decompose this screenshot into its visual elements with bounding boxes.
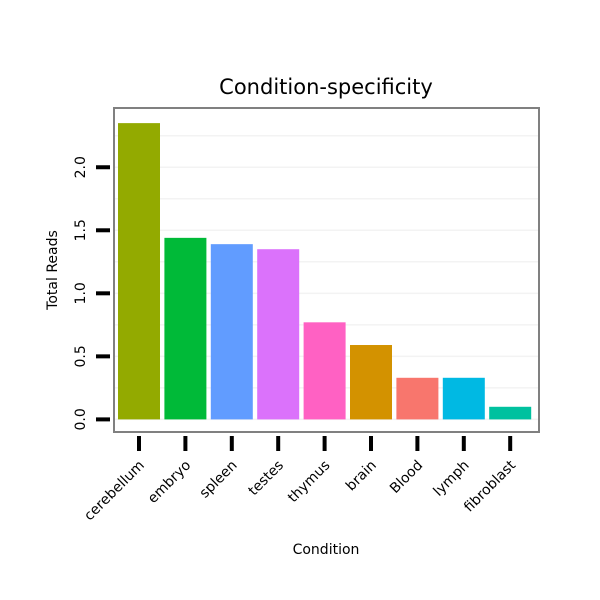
y-tick-label: 1.0 [73,282,89,304]
x-tick-label-embryo: embryo [145,458,194,507]
y-axis-label: Total Reads [45,230,61,311]
y-tick-label: 2.0 [73,156,89,178]
x-tick-label-testes: testes [245,458,287,500]
x-tick-label-brain: brain [343,458,380,495]
bar-fibroblast [489,406,532,420]
bar-blood [396,377,439,420]
bar-testes [257,249,300,420]
x-tick-label-thymus: thymus [285,458,333,506]
y-tick-label: 0.5 [73,345,89,367]
y-tick-label: 0.0 [73,408,89,430]
x-tick-label-fibroblast: fibroblast [461,457,519,515]
bar-brain [350,345,392,420]
bar-cerebellum [118,123,160,420]
y-axis: 0.0 0.5 1.0 1.5 2.0 [73,156,110,431]
x-tick-label-lymph: lymph [431,458,473,500]
chart-title: Condition-specificity [219,75,433,99]
bar-thymus [303,322,346,420]
bar-spleen [210,244,253,420]
y-tick-label: 1.5 [73,219,89,241]
bars [118,123,532,420]
bar-lymph [442,377,485,420]
x-tick-label-spleen: spleen [197,458,241,502]
x-tick-label-cerebellum: cerebellum [81,458,148,525]
x-tick-label-blood: Blood [387,458,426,497]
plot-panel-border [113,107,540,433]
x-axis-label: Condition [293,542,360,558]
bar-embryo [164,237,207,420]
